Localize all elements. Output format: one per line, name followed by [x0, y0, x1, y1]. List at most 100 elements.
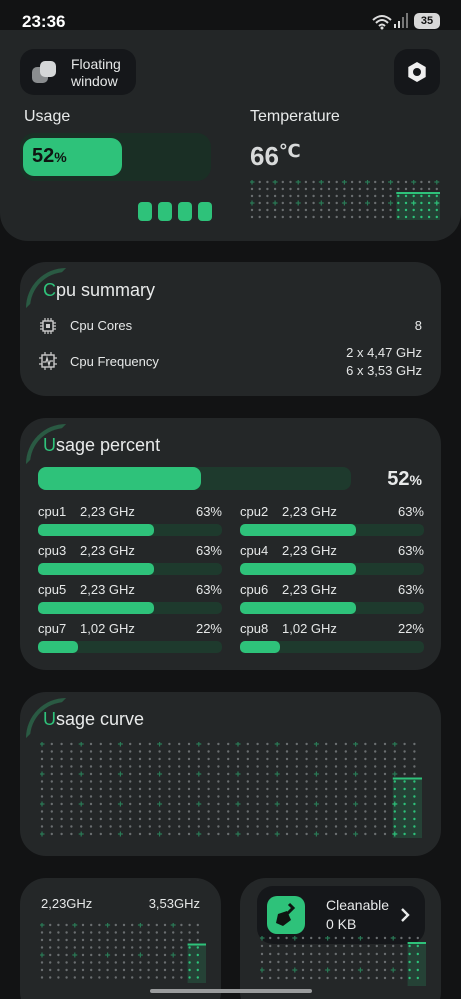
- graph-grid-dot: [258, 201, 261, 205]
- cpu-core-frequency: 2,23 GHz: [80, 504, 135, 519]
- graph-grid-dot: [188, 938, 191, 942]
- graph-grid-dot: [258, 187, 261, 191]
- graph-grid-dot: [65, 946, 68, 949]
- graph-grid-dot: [98, 961, 101, 964]
- cleanable-button[interactable]: Cleanable 0 KB: [257, 886, 425, 944]
- graph-grid-dot: [197, 825, 200, 828]
- graph-grid-dot: [246, 832, 249, 836]
- graph-grid-dot: [138, 765, 142, 768]
- graph-grid-dot: [392, 952, 395, 956]
- graph-grid-dot: [412, 194, 415, 198]
- graph-grid-dot: [148, 772, 151, 776]
- graph-grid-mark: [157, 801, 163, 807]
- graph-grid-dot: [335, 194, 338, 198]
- graph-grid-dot: [57, 968, 60, 972]
- graph-grid-dot: [277, 976, 280, 980]
- graph-grid-dot: [155, 946, 158, 949]
- graph-grid-dot: [397, 208, 400, 212]
- cpu-core-name: cpu4: [240, 543, 269, 558]
- cpu-core-bar-fill: [240, 641, 281, 653]
- frequency-graph: [40, 923, 206, 983]
- graph-grid-dot: [80, 810, 83, 813]
- cpu-core-percent: 63%: [195, 543, 222, 558]
- graph-grid-dot: [276, 765, 279, 768]
- graph-grid-dot: [119, 780, 122, 783]
- graph-grid-dot: [148, 817, 151, 821]
- graph-grid-dot: [351, 968, 354, 972]
- graph-grid-dot: [354, 750, 357, 753]
- graph-grid-dot: [273, 208, 277, 212]
- settings-button[interactable]: [394, 49, 440, 95]
- graph-grid-dot: [148, 802, 151, 806]
- graph-grid-dot: [57, 961, 60, 964]
- graph-grid-dot: [301, 960, 305, 964]
- graph-grid-dot: [155, 923, 158, 927]
- graph-grid-dot: [60, 832, 63, 836]
- graph-grid-dot: [227, 772, 230, 776]
- graph-grid-dot: [129, 780, 132, 783]
- graph-grid-dot: [109, 765, 112, 768]
- graph-grid-dot: [217, 765, 220, 768]
- graph-grid-dot: [295, 810, 298, 813]
- graph-grid-dot: [180, 938, 183, 942]
- graph-grid-dot: [60, 825, 63, 828]
- graph-grid-dot: [404, 215, 408, 219]
- cpu-core-bar-fill: [240, 524, 356, 536]
- graph-grid-mark: [357, 967, 363, 973]
- graph-grid-mark: [196, 771, 202, 777]
- graph-grid-dot: [367, 936, 370, 940]
- graph-grid-dot: [358, 208, 361, 212]
- graph-grid-mark: [72, 952, 78, 958]
- graph-grid-dot: [285, 936, 288, 940]
- graph-grid-dot: [342, 944, 346, 948]
- graph-grid-mark: [365, 180, 370, 185]
- graph-grid-mark: [341, 180, 347, 185]
- graph-grid-dot: [305, 780, 308, 783]
- graph-grid-dot: [148, 757, 151, 761]
- graph-grid-dot: [98, 946, 101, 949]
- graph-grid-dot: [188, 976, 191, 979]
- graph-grid-dot: [196, 976, 199, 979]
- battery-icon: 35: [414, 13, 440, 29]
- graph-grid-dot: [358, 215, 361, 219]
- graph-grid-dot: [295, 817, 298, 821]
- graph-grid-dot: [366, 215, 369, 219]
- graph-grid-dot: [187, 825, 191, 828]
- graph-grid-mark: [390, 967, 396, 973]
- graph-grid-dot: [420, 194, 423, 198]
- graph-grid-dot: [188, 968, 191, 972]
- graph-grid-dot: [256, 780, 259, 783]
- usage-block: [198, 202, 212, 221]
- graph-grid-mark: [325, 967, 331, 973]
- graph-grid-dot: [354, 757, 357, 761]
- graph-grid-dot: [266, 742, 269, 746]
- graph-grid-dot: [80, 765, 83, 768]
- graph-grid-dot: [375, 968, 378, 972]
- graph-grid-dot: [207, 750, 210, 753]
- graph-grid-dot: [266, 802, 269, 806]
- floating-window-button[interactable]: Floating window: [20, 49, 136, 95]
- graph-grid-dot: [187, 780, 191, 783]
- graph-grid-dot: [227, 802, 230, 806]
- graph-grid-dot: [327, 201, 331, 205]
- graph-grid-dot: [122, 946, 126, 949]
- graph-grid-dot: [404, 194, 408, 198]
- graph-grid-dot: [207, 757, 210, 761]
- graph-grid-dot: [197, 765, 200, 768]
- graph-grid-dot: [266, 215, 269, 219]
- graph-grid-dot: [246, 810, 249, 813]
- graph-grid-dot: [416, 952, 419, 956]
- graph-grid-mark: [353, 742, 359, 747]
- graph-grid-dot: [344, 795, 347, 798]
- graph-grid-dot: [413, 772, 416, 776]
- graph-grid-dot: [158, 765, 161, 768]
- home-indicator[interactable]: [150, 989, 312, 993]
- graph-grid-dot: [416, 968, 419, 972]
- graph-grid-dot: [168, 795, 171, 798]
- graph-grid-dot: [168, 802, 171, 806]
- graph-grid-dot: [80, 757, 83, 761]
- wifi-icon: [372, 15, 392, 30]
- graph-grid-dot: [312, 208, 315, 212]
- graph-grid-dot: [408, 952, 411, 956]
- graph-grid-mark: [295, 200, 301, 206]
